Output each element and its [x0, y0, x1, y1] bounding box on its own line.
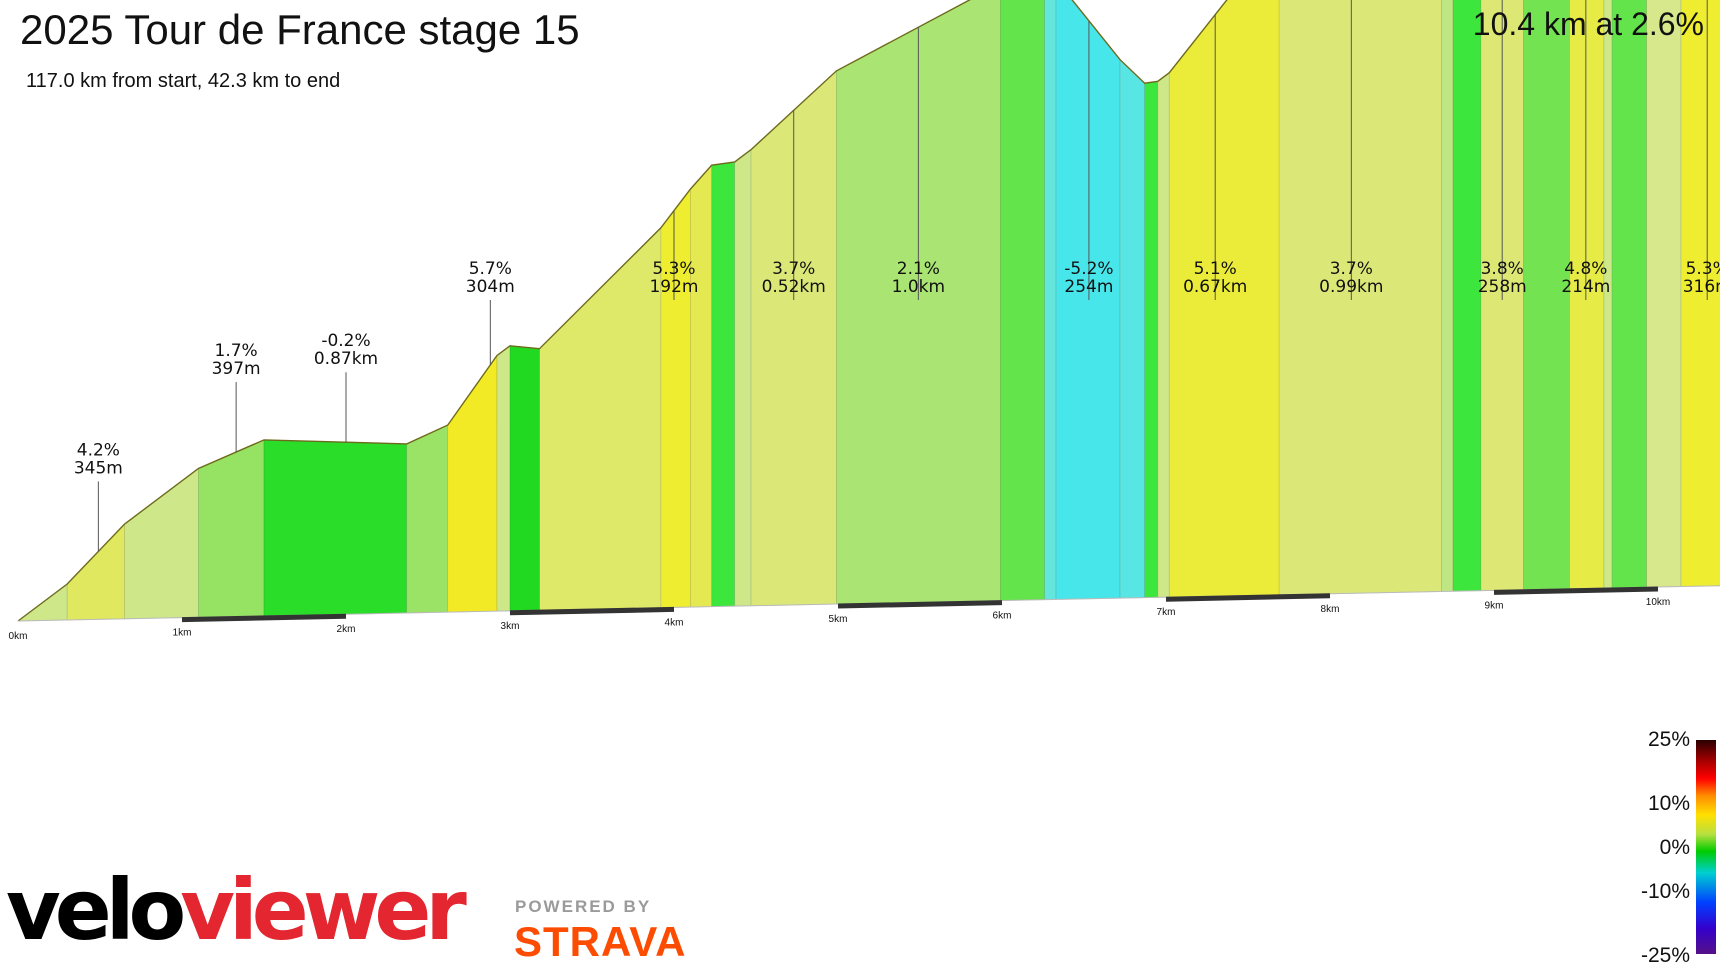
annotation-length-9: 0.67km: [1183, 277, 1247, 297]
x-tick-label-3: 3km: [501, 621, 520, 632]
annotation-gradient-5: 5.3%: [652, 259, 695, 279]
profile-segment-19: [1055, 0, 1121, 600]
profile-segment-13: [711, 161, 736, 608]
annotation-length-4: 304m: [466, 277, 515, 297]
km-band-3: [509, 606, 675, 616]
km-band-9: [1493, 586, 1659, 595]
x-tick-label-7: 7km: [1157, 607, 1176, 618]
profile-segment-9: [509, 345, 540, 612]
km-band-7: [1165, 593, 1331, 602]
profile-segment-2: [66, 523, 125, 621]
x-tick-label-1: 1km: [173, 628, 192, 639]
x-tick-label-5: 5km: [829, 614, 848, 625]
profile-segment-4: [197, 439, 265, 618]
annotation-gradient-8: -5.2%: [1064, 259, 1113, 279]
profile-segment-7: [447, 354, 498, 613]
profile-segment-25: [1441, 0, 1454, 592]
annotation-gradient-13: 5.3%: [1686, 259, 1720, 279]
colorscale-label-0: 0%: [1659, 836, 1690, 859]
profile-segment-21: [1144, 80, 1159, 599]
annotation-gradient-9: 5.1%: [1194, 259, 1237, 279]
annotation-gradient-2: 1.7%: [215, 341, 258, 361]
profile-segment-24: [1278, 0, 1442, 596]
profile-segment-14: [734, 148, 752, 607]
annotation-gradient-4: 5.7%: [469, 259, 512, 279]
colorscale-label-minus-10: -10%: [1640, 880, 1690, 903]
annotation-gradient-11: 3.8%: [1481, 259, 1524, 279]
annotation-length-13: 316m: [1683, 277, 1720, 297]
annotation-length-7: 1.0km: [892, 277, 945, 297]
profile-segment-5: [263, 439, 408, 617]
profile-segment-31: [1611, 0, 1647, 589]
annotation-length-5: 192m: [649, 277, 698, 297]
profile-segment-3: [124, 467, 199, 620]
profile-segment-6: [406, 424, 449, 614]
profile-segment-23: [1168, 0, 1280, 598]
segment-summary: 10.4 km at 2.6%: [1472, 6, 1704, 42]
profile-segment-20: [1119, 58, 1146, 599]
annotation-gradient-3: -0.2%: [321, 331, 370, 351]
annotation-length-12: 214m: [1561, 277, 1610, 297]
gradient-colorscale-bar: [1696, 740, 1716, 954]
logo-viewer-text: viewer: [180, 861, 467, 959]
annotation-gradient-6: 3.7%: [772, 259, 815, 279]
annotation-gradient-1: 4.2%: [77, 440, 120, 460]
x-tick-label-9: 9km: [1485, 600, 1504, 611]
profile-segment-32: [1646, 0, 1682, 588]
annotation-length-8: 254m: [1064, 277, 1113, 297]
strava-logo: STRAVA: [514, 918, 687, 965]
profile-segment-12: [690, 164, 713, 608]
veloviewer-logo: veloviewer: [6, 868, 467, 952]
annotation-length-11: 258m: [1478, 277, 1527, 297]
x-tick-label-2: 2km: [337, 624, 356, 635]
annotation-length-3: 0.87km: [314, 349, 378, 369]
powered-by-label: POWERED BY: [515, 897, 652, 916]
colorscale-label-25: 25%: [1647, 728, 1690, 751]
page-title: 2025 Tour de France stage 15: [20, 6, 580, 53]
annotation-gradient-10: 3.7%: [1330, 259, 1373, 279]
profile-segment-8: [496, 345, 511, 612]
segment-position: 117.0 km from start, 42.3 km to end: [26, 70, 341, 92]
profile-segment-22: [1157, 71, 1170, 598]
profile-outline: [17, 0, 1228, 622]
annotation-gradient-7: 2.1%: [897, 259, 940, 279]
annotation-gradient-12: 4.8%: [1564, 259, 1607, 279]
annotation-length-10: 0.99km: [1319, 277, 1383, 297]
colorscale-label-minus-25: -25%: [1640, 944, 1690, 967]
colorscale-label-10: 10%: [1647, 792, 1690, 815]
km-band-5: [837, 600, 1003, 609]
x-tick-label-0: 0km: [9, 631, 28, 642]
profile-segment-18: [1044, 0, 1057, 601]
annotation-length-2: 397m: [212, 359, 261, 379]
x-tick-label-8: 8km: [1321, 604, 1340, 615]
x-tick-label-4: 4km: [665, 617, 684, 628]
annotation-length-6: 0.52km: [762, 277, 826, 297]
annotation-length-1: 345m: [74, 458, 123, 478]
profile-segment-17: [1000, 0, 1045, 602]
km-band-1: [181, 613, 347, 623]
x-tick-label-6: 6km: [993, 611, 1012, 622]
logo-velo-text: velo: [6, 861, 186, 959]
profile-segment-11: [660, 187, 691, 609]
x-tick-label-10: 10km: [1646, 597, 1670, 608]
profile-segment-10: [539, 226, 662, 611]
